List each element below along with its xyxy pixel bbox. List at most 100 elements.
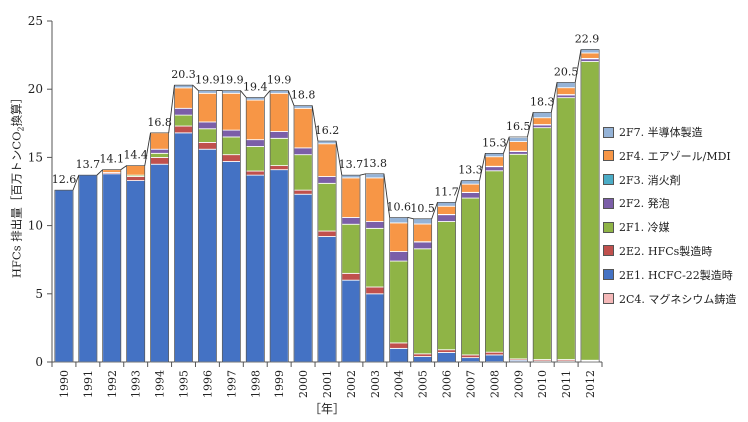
y-axis-title-main: HFCs 排出量［百万トンCO [9, 131, 24, 279]
bar-segment [150, 148, 170, 154]
bar-segment [580, 61, 600, 361]
bar-segment [269, 131, 289, 139]
bar-stack-1993 [126, 165, 146, 363]
bar-stack-2012 [580, 48, 600, 363]
x-tick-label-1999: 1999 [273, 370, 286, 398]
bar-stack-1992 [102, 169, 122, 363]
x-tick-label-2011: 2011 [560, 370, 573, 398]
bar-segment [580, 58, 600, 62]
bar-segment [437, 201, 457, 207]
bar-segment [269, 92, 289, 132]
bar-outline [341, 174, 361, 363]
data-label-1996: 19.9 [195, 74, 220, 87]
y-tick-label: 25 [28, 14, 43, 28]
bar-segment [126, 165, 146, 176]
bar-stack-2006 [437, 201, 457, 363]
bar-segment [413, 218, 433, 225]
bar-segment [365, 227, 385, 288]
bar-segment [389, 342, 409, 349]
data-label-2001: 16.2 [315, 124, 340, 137]
bar-segment [532, 117, 552, 125]
x-tick-label-2012: 2012 [584, 370, 597, 398]
x-tick-label-2008: 2008 [488, 370, 501, 398]
bar-segment [293, 105, 313, 109]
bar-segment [437, 214, 457, 222]
bar-segment [413, 248, 433, 355]
legend-label: 2F4. エアゾール/MDI [619, 149, 731, 163]
bar-outline [485, 153, 504, 363]
total-connector-line [503, 136, 510, 154]
bar-outline [221, 90, 241, 363]
bar-segment [317, 176, 337, 184]
legend-label: 2E2. HFCs製造時 [619, 244, 713, 258]
data-label-2000: 18.8 [291, 89, 316, 102]
bar-segment [556, 97, 576, 360]
total-connector-line [96, 169, 104, 176]
bar-segment [437, 221, 457, 351]
bar-stack-2002 [341, 174, 361, 363]
total-connector-line [383, 173, 391, 218]
bar-segment [508, 151, 528, 155]
bar-segment [174, 125, 194, 134]
data-label-1994: 16.8 [147, 116, 172, 129]
data-label-2002: 13.7 [339, 158, 364, 171]
x-tick-label-1993: 1993 [130, 370, 143, 398]
bar-outline [389, 217, 409, 363]
bar-segment [293, 193, 313, 363]
bar-segment [437, 352, 457, 363]
bar-stack-2003 [365, 173, 385, 363]
bar-segment [197, 92, 217, 123]
legend-swatch [603, 245, 614, 257]
total-connector-line [526, 112, 534, 138]
total-connector-line [574, 49, 582, 83]
bar-segment [197, 148, 217, 363]
bar-outline [174, 84, 193, 363]
legend-swatch [603, 293, 614, 305]
bar-stack-1990 [54, 189, 74, 363]
bar-outline [269, 90, 289, 363]
bar-segment [365, 221, 385, 229]
bar-segment [150, 152, 170, 158]
x-tick-label-1997: 1997 [225, 370, 238, 398]
legend-swatch [603, 150, 614, 162]
bar-segment [341, 177, 361, 218]
bar-segment [54, 189, 74, 363]
bar-segment [365, 177, 385, 222]
x-tick-label-1998: 1998 [249, 370, 262, 398]
data-label-2009: 16.5 [506, 120, 531, 133]
legend-item: 2F2. 発泡 [603, 193, 745, 213]
bar-stack-2010 [532, 111, 552, 363]
legend-swatch [603, 197, 614, 209]
bar-outline [437, 202, 456, 363]
bar-segment [245, 99, 265, 141]
total-connector-line [192, 84, 199, 91]
data-label-1999: 19.9 [267, 74, 292, 87]
x-tick-label-2001: 2001 [321, 370, 334, 398]
legend-item: 2F3. 消火剤 [603, 170, 745, 190]
data-label-2007: 13.3 [458, 164, 483, 177]
total-connector-line [550, 82, 558, 113]
data-label-1995: 20.3 [171, 68, 196, 81]
data-label-1998: 19.4 [243, 80, 268, 93]
bar-segment [389, 222, 409, 252]
bar-segment [269, 137, 289, 166]
bar-segment [317, 182, 337, 232]
bar-outline [102, 169, 122, 363]
bar-segment [532, 111, 552, 119]
bar-stack-2005 [413, 218, 433, 363]
bar-outline [556, 82, 576, 363]
bar-segment [293, 147, 313, 156]
bar-outline [245, 97, 265, 363]
bar-segment [174, 84, 194, 89]
bar-segment [245, 170, 265, 176]
bar-segment [365, 173, 385, 179]
x-axis-title: ［年］ [309, 402, 345, 416]
bar-segment [484, 354, 504, 363]
bar-outline [508, 136, 528, 363]
bar-stack-2000 [293, 105, 313, 363]
bar-segment [389, 251, 409, 262]
bar-segment [174, 87, 194, 109]
bar-segment [221, 136, 241, 156]
data-label-2003: 13.8 [363, 157, 388, 170]
bar-segment [556, 94, 576, 99]
